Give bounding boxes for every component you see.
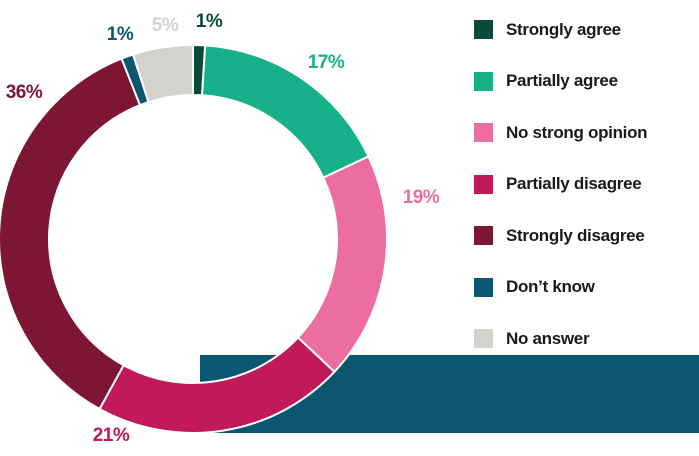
slice-no-answer xyxy=(131,43,194,104)
legend-swatch xyxy=(474,71,493,91)
legend-swatch xyxy=(474,20,493,40)
slice-no-strong-opinion xyxy=(296,155,388,374)
legend-swatch xyxy=(474,123,493,143)
legend-item: Strongly agree xyxy=(474,4,699,56)
legend-label: No strong opinion xyxy=(506,122,648,142)
legend-swatch xyxy=(474,329,493,349)
legend-item: Partially agree xyxy=(474,56,699,108)
legend-item: Strongly disagree xyxy=(474,210,699,262)
slice-label: 19% xyxy=(403,187,440,208)
legend-label: Strongly agree xyxy=(506,19,621,39)
slice-label: 21% xyxy=(93,425,130,446)
legend-label: Partially disagree xyxy=(506,174,642,194)
slice-labels: 1% 17% 19% 21% 36% 1% 5% xyxy=(6,11,441,446)
legend-label: No answer xyxy=(506,328,590,348)
legend-item: No answer xyxy=(474,313,699,365)
legend-swatch xyxy=(474,226,493,246)
slice-label: 36% xyxy=(6,82,43,103)
legend-item: Don’t know xyxy=(474,262,699,314)
legend-label: Strongly disagree xyxy=(506,225,645,245)
slice-label: 17% xyxy=(308,52,345,73)
slice-label: 5% xyxy=(152,15,179,36)
legend-swatch xyxy=(474,277,493,297)
slice-label: 1% xyxy=(196,11,223,32)
slice-strongly-disagree xyxy=(0,57,142,411)
legend-swatch xyxy=(474,174,493,194)
legend-label: Don’t know xyxy=(506,277,595,297)
legend-item: No strong opinion xyxy=(474,107,699,159)
slice-label: 1% xyxy=(107,24,134,45)
donut-slices xyxy=(0,43,388,434)
legend-label: Partially agree xyxy=(506,71,618,91)
legend: Strongly agree Partially agree No strong o… xyxy=(474,4,699,365)
legend-item: Partially disagree xyxy=(474,159,699,211)
